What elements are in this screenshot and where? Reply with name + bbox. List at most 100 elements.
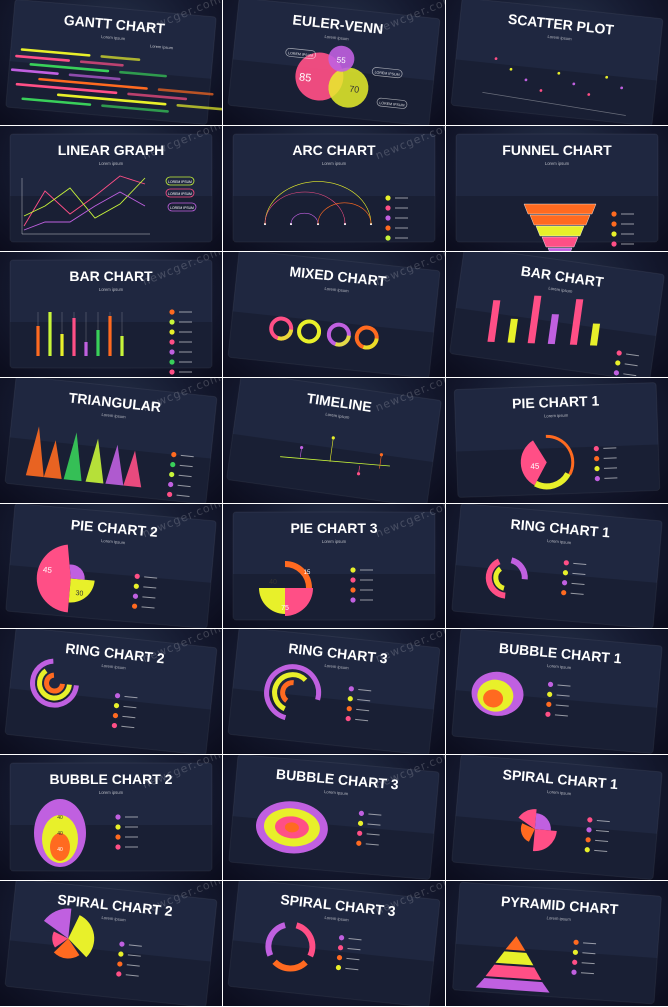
bar	[48, 311, 52, 356]
slide-panel-shade	[226, 433, 433, 503]
ring2-legend-line	[122, 716, 136, 719]
slide-pyramid[interactable]: PYRAMID CHART Lorem ipsum	[446, 881, 668, 1007]
pyramid-legend-line	[581, 962, 595, 965]
slide-triangular[interactable]: TRIANGULAR Lorem ipsum newcger.com	[0, 377, 222, 503]
ring1-legend-dot	[561, 579, 568, 585]
slide-pie3[interactable]: PIE CHART 3 Lorem ipsum 40 15 75 newcger.com	[223, 503, 445, 629]
tri-legend-dot	[169, 471, 175, 477]
tri-legend-dot	[167, 491, 173, 497]
pie-slice	[259, 587, 285, 614]
slide-pie2[interactable]: PIE CHART 2 Lorem ipsum 45 30 newcger.com	[0, 503, 222, 629]
slide-subtitle: Lorem ipsum	[99, 287, 124, 292]
pie1-legend-dot	[594, 475, 600, 481]
bar2-bar	[589, 323, 601, 346]
line-legend-pill	[167, 202, 197, 212]
scatter-point	[557, 71, 561, 75]
slide-spiral1[interactable]: SPIRAL CHART 1 Lorem ipsum	[446, 755, 668, 881]
bubble3-legend-line	[366, 833, 380, 836]
slide-panel-shade	[233, 195, 435, 242]
slide-subtitle: Lorem ipsum	[546, 915, 571, 922]
slide-gantt[interactable]: GANTT CHART Lorem ipsum Lorem ipsum newcger…	[0, 0, 222, 125]
ring	[485, 558, 506, 599]
ring1-legend-line	[572, 572, 586, 575]
spiral1-legend-dot	[586, 827, 592, 833]
spiral2-legend-line	[127, 954, 141, 957]
slide-funnel[interactable]: FUNNEL CHART Lorem ipsum	[446, 125, 668, 251]
slide-euler[interactable]: EULER-VENN Lorem ipsum 85 55 70 LOREM IPSUM LO…	[223, 0, 445, 125]
pyramid-legend-dot	[573, 939, 579, 946]
venn-value: 85	[298, 71, 311, 84]
gantt-bar	[68, 73, 121, 81]
ring2-legend-dot	[111, 723, 118, 729]
spiral3-legend-line	[348, 938, 362, 941]
arc-legend-dot	[385, 225, 391, 231]
slide-arc[interactable]: ARC CHART Lorem ipsum newcger.com	[223, 125, 445, 251]
slide-bubble2[interactable]: BUBBLE CHART 2 Lorem ipsum 40 40 40 newcger.c…	[0, 755, 222, 881]
bar1-legend-dot	[169, 329, 175, 335]
bubble1-legend-line	[555, 704, 569, 708]
slide-title: BAR CHART	[69, 268, 153, 284]
pyramid-level	[505, 936, 526, 952]
scatter-point	[620, 86, 624, 90]
bar2-bar	[487, 299, 501, 342]
slide-spiral3[interactable]: SPIRAL CHART 3 Lorem ipsum newcger.com	[223, 881, 445, 1007]
slide-mixed[interactable]: MIXED CHART Lorem ipsum newcger.com	[223, 251, 445, 377]
slide-ring2[interactable]: RING CHART 2 Lorem ipsum newcger.com	[0, 629, 222, 755]
slide-panel: PIE CHART 3 Lorem ipsum 40 15 75	[232, 511, 436, 621]
bubble2-legend-dot	[115, 814, 121, 820]
timeline-event	[356, 471, 361, 476]
timeline-stem	[329, 437, 334, 462]
pie-slice	[69, 564, 85, 580]
ring2-legend-line	[121, 726, 135, 729]
slide-scatter[interactable]: SCATTER PLOT Lorem ipsum	[446, 0, 668, 125]
slide-panel: LINEAR GRAPH Lorem ipsum LOREM IPSUM LOREM …	[9, 133, 213, 243]
bubble	[50, 833, 70, 862]
tri-legend-line	[180, 454, 194, 457]
bar2-bar	[547, 313, 559, 344]
slide-ring1[interactable]: RING CHART 1 Lorem ipsum	[446, 503, 668, 629]
spiral-slice	[518, 809, 537, 830]
gantt-bar	[100, 55, 141, 62]
scatter-point	[605, 75, 609, 79]
slide-subtitle: Lorem ipsum	[322, 161, 347, 166]
slide-bar1[interactable]: BAR CHART Lorem ipsum newcger.com	[0, 251, 222, 377]
bar2-legend-line	[626, 353, 640, 357]
gantt-bar	[10, 68, 59, 75]
slide-bubble3[interactable]: BUBBLE CHART 3 Lorem ipsum newcger.com	[223, 755, 445, 881]
ring2-legend-dot	[112, 713, 119, 719]
slide-bubble1[interactable]: BUBBLE CHART 1 Lorem ipsum	[446, 629, 668, 755]
bar1-legend-dot	[169, 309, 175, 315]
slide-timeline[interactable]: TIMELINE Lorem ipsum newcger.com	[223, 377, 445, 503]
timeline-stem	[299, 447, 302, 458]
pyramid-legend-line	[583, 942, 597, 945]
slide-spiral2[interactable]: SPIRAL CHART 2 Lorem ipsum newcger.com	[0, 881, 222, 1007]
slide-pie1[interactable]: PIE CHART 1 Lorem ipsum 45	[446, 377, 668, 503]
arc-legend-dot	[385, 205, 391, 211]
slide-panel: FUNNEL CHART Lorem ipsum	[455, 133, 659, 251]
slide-subtitle: Lorem ipsum	[322, 539, 347, 544]
slide-bar2[interactable]: BAR CHART Lorem ipsum	[446, 251, 668, 377]
slide-ring3[interactable]: RING CHART 3 Lorem ipsum newcger.com	[223, 629, 445, 755]
pie3-legend-dot	[350, 576, 356, 583]
pie-value: 15	[304, 570, 311, 576]
ring3-legend-dot	[347, 696, 353, 702]
bar1-legend-dot	[169, 349, 175, 355]
slide-linear[interactable]: LINEAR GRAPH Lorem ipsum LOREM IPSUM LOREM …	[0, 125, 222, 251]
bubble-value: 40	[57, 847, 63, 853]
